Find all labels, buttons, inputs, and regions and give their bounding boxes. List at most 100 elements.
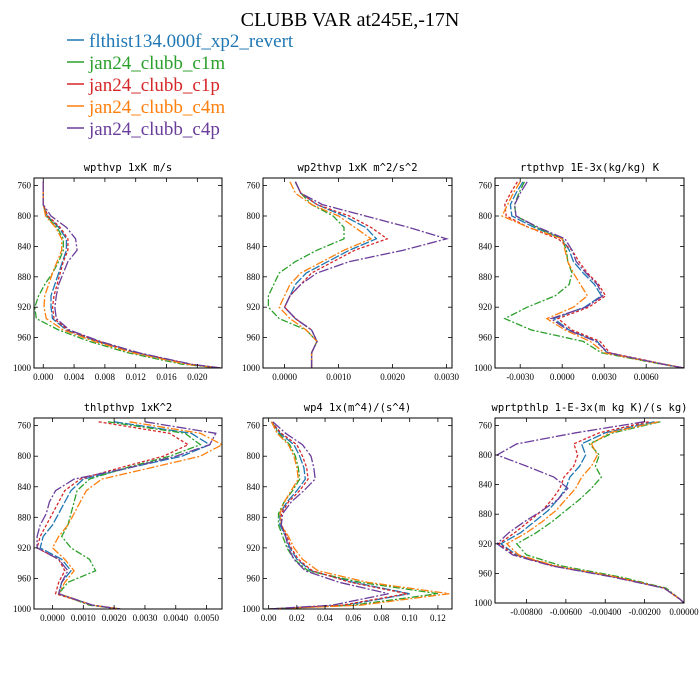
y-tick-label: 800 [18,211,32,221]
series-line [51,421,222,609]
x-tick-label: 0.0000 [272,372,297,382]
panel-title: thlpthvp 1xK^2 [84,402,173,414]
series-line [42,181,221,368]
x-tick-label: 0.0030 [592,372,617,382]
y-tick-label: 920 [479,539,493,549]
y-tick-label: 1000 [13,363,32,373]
y-tick-label: 880 [18,512,32,522]
series-group [495,421,684,603]
y-tick-label: 960 [18,573,32,583]
panel: wpthvp 1xK m/s76080084088092096010000.00… [13,162,223,382]
series-line [504,181,684,368]
y-tick-label: 920 [18,302,32,312]
panel: wp4 1x(m^4)/(s^4)76080084088092096010000… [242,402,453,623]
series-line [42,181,221,368]
plot-frame [494,177,685,369]
series-line [42,181,221,368]
panel-title: wp2thvp 1xK m^2/s^2 [297,162,417,174]
panel: rtpthvp 1E-3x(kg/kg) K 760 800 840 880 920 960… [474,162,685,382]
series-line [268,421,438,609]
y-tick-label: 880 [247,272,261,282]
x-tick-label: -0.00800 [510,607,543,617]
series-line [268,421,389,609]
y-tick-label: 760 [479,181,493,191]
y-tick-label: 840 [18,241,32,251]
x-tick-label: 0.00 [261,613,277,623]
series-group [34,181,221,368]
series-line [499,421,684,603]
series-group [268,421,450,609]
series-line [268,421,408,609]
y-tick-label: 960 [18,333,32,343]
y-tick-label: 840 [247,482,261,492]
legend-entry: jan24_clubb_c1m [67,53,225,74]
series-line [36,421,217,609]
y-tick-label: 800 [247,211,261,221]
x-tick-label: 0.0040 [163,613,188,623]
x-tick-label: 0.0050 [194,613,219,623]
panel-title: wprtpthlp 1-E-3x(m kg K)/(s kg) [492,402,688,414]
legend-label: jan24_clubb_c1m [88,53,225,74]
y-tick-label: 880 [479,509,493,519]
y-tick-label: 1000 [474,598,493,608]
x-tick-label: -0.00600 [550,607,583,617]
panel-title: rtpthvp 1E-3x(kg/kg) K [520,162,660,174]
y-tick-label: 960 [247,333,261,343]
plot-frame [494,417,685,604]
y-tick-label: 880 [18,272,32,282]
series-line [278,181,373,368]
y-tick-label: 840 [479,480,493,490]
x-tick-label: 0.0010 [71,613,96,623]
legend-label: jan24_clubb_c1p [88,75,220,96]
x-tick-label: 0.0030 [133,613,158,623]
legend-label: jan24_clubb_c4p [88,119,220,140]
y-tick-label: 760 [247,181,261,191]
series-line [497,421,684,603]
x-tick-label: -0.0030 [506,372,534,382]
series-line [513,181,684,368]
y-tick-label: 920 [18,543,32,553]
x-tick-label: 0.004 [64,372,85,382]
legend-label: jan24_clubb_c4m [88,97,225,118]
x-tick-label: 0.000 [33,372,54,382]
y-tick-label: 760 [18,181,32,191]
y-tick-label: 880 [247,512,261,522]
plot-frame [33,177,223,369]
plot-frame [33,417,223,610]
y-tick-label: 800 [247,451,261,461]
y-tick-label: 800 [479,211,493,221]
y-tick-label: 1000 [242,604,261,614]
legend-entry: jan24_clubb_c1p [67,75,220,96]
x-tick-label: 0.008 [95,372,116,382]
legend-label: flthist134.000f_xp2_revert [89,31,294,52]
y-tick-label: 1000 [13,604,32,614]
y-tick-label: 760 [479,420,493,430]
x-tick-label: 0.0020 [102,613,127,623]
y-tick-label: 760 [18,421,32,431]
panel-title: wp4 1x(m^4)/(s^4) [304,402,411,414]
series-line [34,181,221,368]
x-tick-label: 0.016 [156,372,177,382]
panel-title: wpthvp 1xK m/s [84,162,173,174]
x-tick-label: 0.0000 [550,372,575,382]
x-tick-label: 0.02 [289,613,305,623]
series-group [36,421,222,609]
y-tick-label: 1000 [242,363,261,373]
y-tick-label: 760 [247,421,261,431]
y-tick-label: 800 [479,450,493,460]
y-tick-label: 960 [479,333,493,343]
series-line [42,181,221,368]
series-line [501,181,684,368]
series-line [36,421,190,609]
series-line [268,421,450,609]
x-tick-label: 0.10 [402,613,418,623]
x-tick-label: 0.08 [374,613,390,623]
y-tick-label: 840 [247,241,261,251]
panel-grid: wpthvp 1xK m/s76080084088092096010000.00… [13,162,699,623]
y-tick-label: 800 [18,451,32,461]
x-tick-label: 0.0010 [326,372,351,382]
plot-frame [262,177,453,369]
series-group [267,181,449,368]
x-tick-label: 0.06 [345,613,361,623]
